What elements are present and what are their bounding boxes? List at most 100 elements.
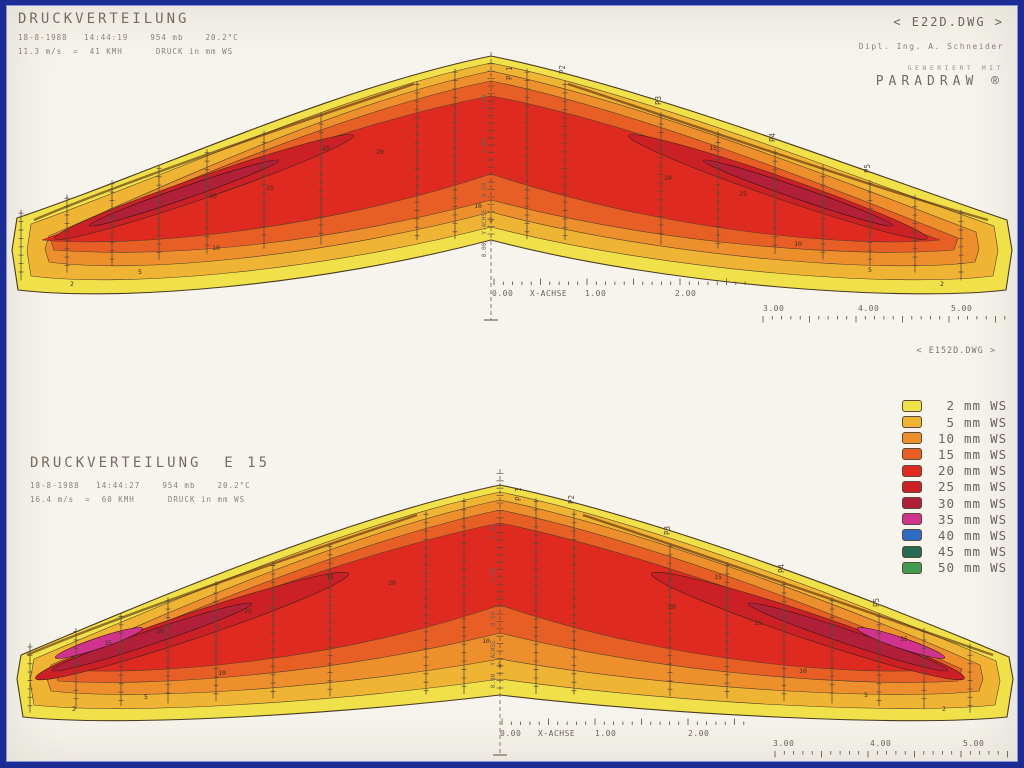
legend-item: 45 mm WS [902,544,1007,559]
x-axis-tick-label: 0.00 [500,729,521,738]
x-axis-tick-label: 5.00 [951,304,972,313]
measurement-meta-line1: 18-8-1988 14:44:19 954 mb 20.2°C [18,33,239,42]
probe-label: P3 [663,526,672,535]
legend-swatch [902,432,922,445]
legend-swatch [902,561,922,574]
legend-swatch [902,497,922,510]
x-axis-tick-label: X-ACHSE [538,729,575,738]
contour-value-label: 5 [144,693,148,701]
y-axis-tick-label: 1.50 [481,94,488,109]
legend-label: 10 mm WS [937,430,1008,446]
legend-swatch [902,399,922,412]
leading-edge-shadow-right [582,513,994,657]
contour-value-label: 10 [482,637,490,645]
contour-value-label: 2 [940,280,944,288]
legend-item: 30 mm WS [902,495,1008,511]
probe-label: P4 [777,563,786,573]
contour-core-30mm-right [703,159,893,227]
generated-with-label: GENERIERT MIT [907,64,1004,72]
page-title: DRUCKVERTEILUNG [18,11,190,27]
contour-value-label: 25 [244,607,252,615]
leading-edge-shadow-left [26,513,418,657]
pressure-map-e22: 1.50 1.00 0.50 Y-ACHSE 0.00 P 1 P2 P3 P4 P5 0.00 X-… [11,52,1013,323]
x-axis-tick-label: 4.00 [858,304,879,313]
legend-swatch [902,464,922,477]
legend-swatch [902,513,922,526]
measurement-meta2-line2: 16.4 m/s = 60 KMH DRUCK in mm WS [30,495,246,504]
legend-item: 2 mm WS [902,398,1007,413]
y-axis-tick-label: 1.00 [490,567,497,582]
contour-value-label: 10 [799,667,807,675]
legend-item: 35 mm WS [902,511,1008,527]
contour-value-label: 10 [212,244,220,252]
contour-value-label: 15 [709,144,717,152]
leading-edge-shadow-left [33,82,415,222]
contour-value-label: 15 [714,573,722,581]
y-axis-tick-label: 0.50 [481,182,488,197]
contour-bands-e15 [16,484,1014,722]
legend-item: 25 mm WS [902,479,1007,494]
contour-bands-e22 [11,55,1013,295]
legend-label: 15 mm WS [937,446,1008,462]
pressure-legend: 2 mm WS 5 mm WS 10 mm WS 15 mm WS 20 mm WS 25 mm WS 30 mm WS… [902,398,1008,575]
y-axis-tick-label: 1.50 [490,523,497,538]
contour-value-label: 30 [209,192,217,200]
legend-swatch [902,448,922,461]
probe-label: P3 [654,96,663,105]
drawing-file-label-2: < E152D.DWG > [916,346,996,356]
probe-label: P 1 [514,487,523,501]
credit-block: < E22D.DWG > Dipl. Ing. A. Schneider GEN… [859,15,1004,89]
y-axis-tick-label: Y-ACHSE [481,209,488,235]
legend-item: 50 mm WS [902,560,1007,575]
x-axis-tick-label: X-ACHSE [530,289,567,298]
contour-value-label: 20 [668,603,676,611]
measurement-meta-line2: 11.3 m/s = 41 KMH DRUCK in mm WS [18,47,234,56]
contour-value-label: 5 [498,661,502,669]
y-axis-tick-label: 0.50 [490,611,497,626]
x-axis-tick-label: 1.00 [595,729,616,738]
contour-value-label: 5 [868,266,872,274]
probe-label: P 1 [505,66,514,80]
legend-swatch [902,545,922,558]
contour-value-label: 25 [739,190,747,198]
drawing-file-label: < E22D.DWG > [893,15,1004,29]
contour-value-label: 20 [664,174,672,182]
legend-swatch [902,480,922,493]
x-axis-tick-label: 1.00 [585,289,606,298]
legend-label: 5 mm WS [946,414,1008,430]
contour-value-label: 35 [900,635,908,643]
legend-label: 35 mm WS [937,511,1008,527]
y-axis-tick-label: 1.00 [481,138,488,153]
legend-label: 30 mm WS [937,495,1008,511]
header-top: DRUCKVERTEILUNG 18-8-1988 14:44:19 954 m… [18,11,239,56]
legend-swatch [902,416,922,429]
contour-value-label: 2 [72,705,76,713]
x-axis-tick-label: 3.00 [763,304,784,313]
header-bottom: DRUCKVERTEILUNG E 15 18-8-1988 14:44:27 … [30,455,270,504]
y-axis-tick-label: Y-ACHSE [490,640,497,666]
contour-value-label: 35 [104,639,112,647]
y-axis-tick-label: 0.00 [481,242,488,257]
y-axis-tick-label: 0.00 [490,673,497,688]
page-title-2: DRUCKVERTEILUNG E 15 [30,455,271,471]
contour-core-30mm-left [52,602,252,672]
contour-core-30mm-left [89,159,279,227]
contour-value-label: 20 [388,579,396,587]
pressure-map-e15: 1.50 1.00 0.50 Y-ACHSE 0.00 P 1 P2 P3 P4 P5 0.00 X-… [16,469,1014,758]
x-axis-tick-label: 2.00 [675,289,696,298]
legend-item: 40 mm WS [902,527,1008,543]
contour-value-label: 5 [864,691,868,699]
contour-value-label: 2 [70,280,74,288]
contour-value-label: 15 [326,573,334,581]
contour-core-30mm-right [748,602,948,672]
measurement-meta2-line1: 18-8-1988 14:44:27 954 mb 20.2°C [30,481,251,490]
contour-value-label: 15 [322,144,330,152]
plot-paper: DRUCKVERTEILUNG 18-8-1988 14:44:19 954 m… [6,5,1018,762]
x-axis-tick-label: 5.00 [963,739,984,748]
legend-label: 40 mm WS [937,527,1008,543]
legend-swatch [902,529,922,542]
probe-label: P2 [567,495,576,504]
legend-item: 20 mm WS [902,463,1007,478]
x-axis-tick-label: 3.00 [773,739,794,748]
